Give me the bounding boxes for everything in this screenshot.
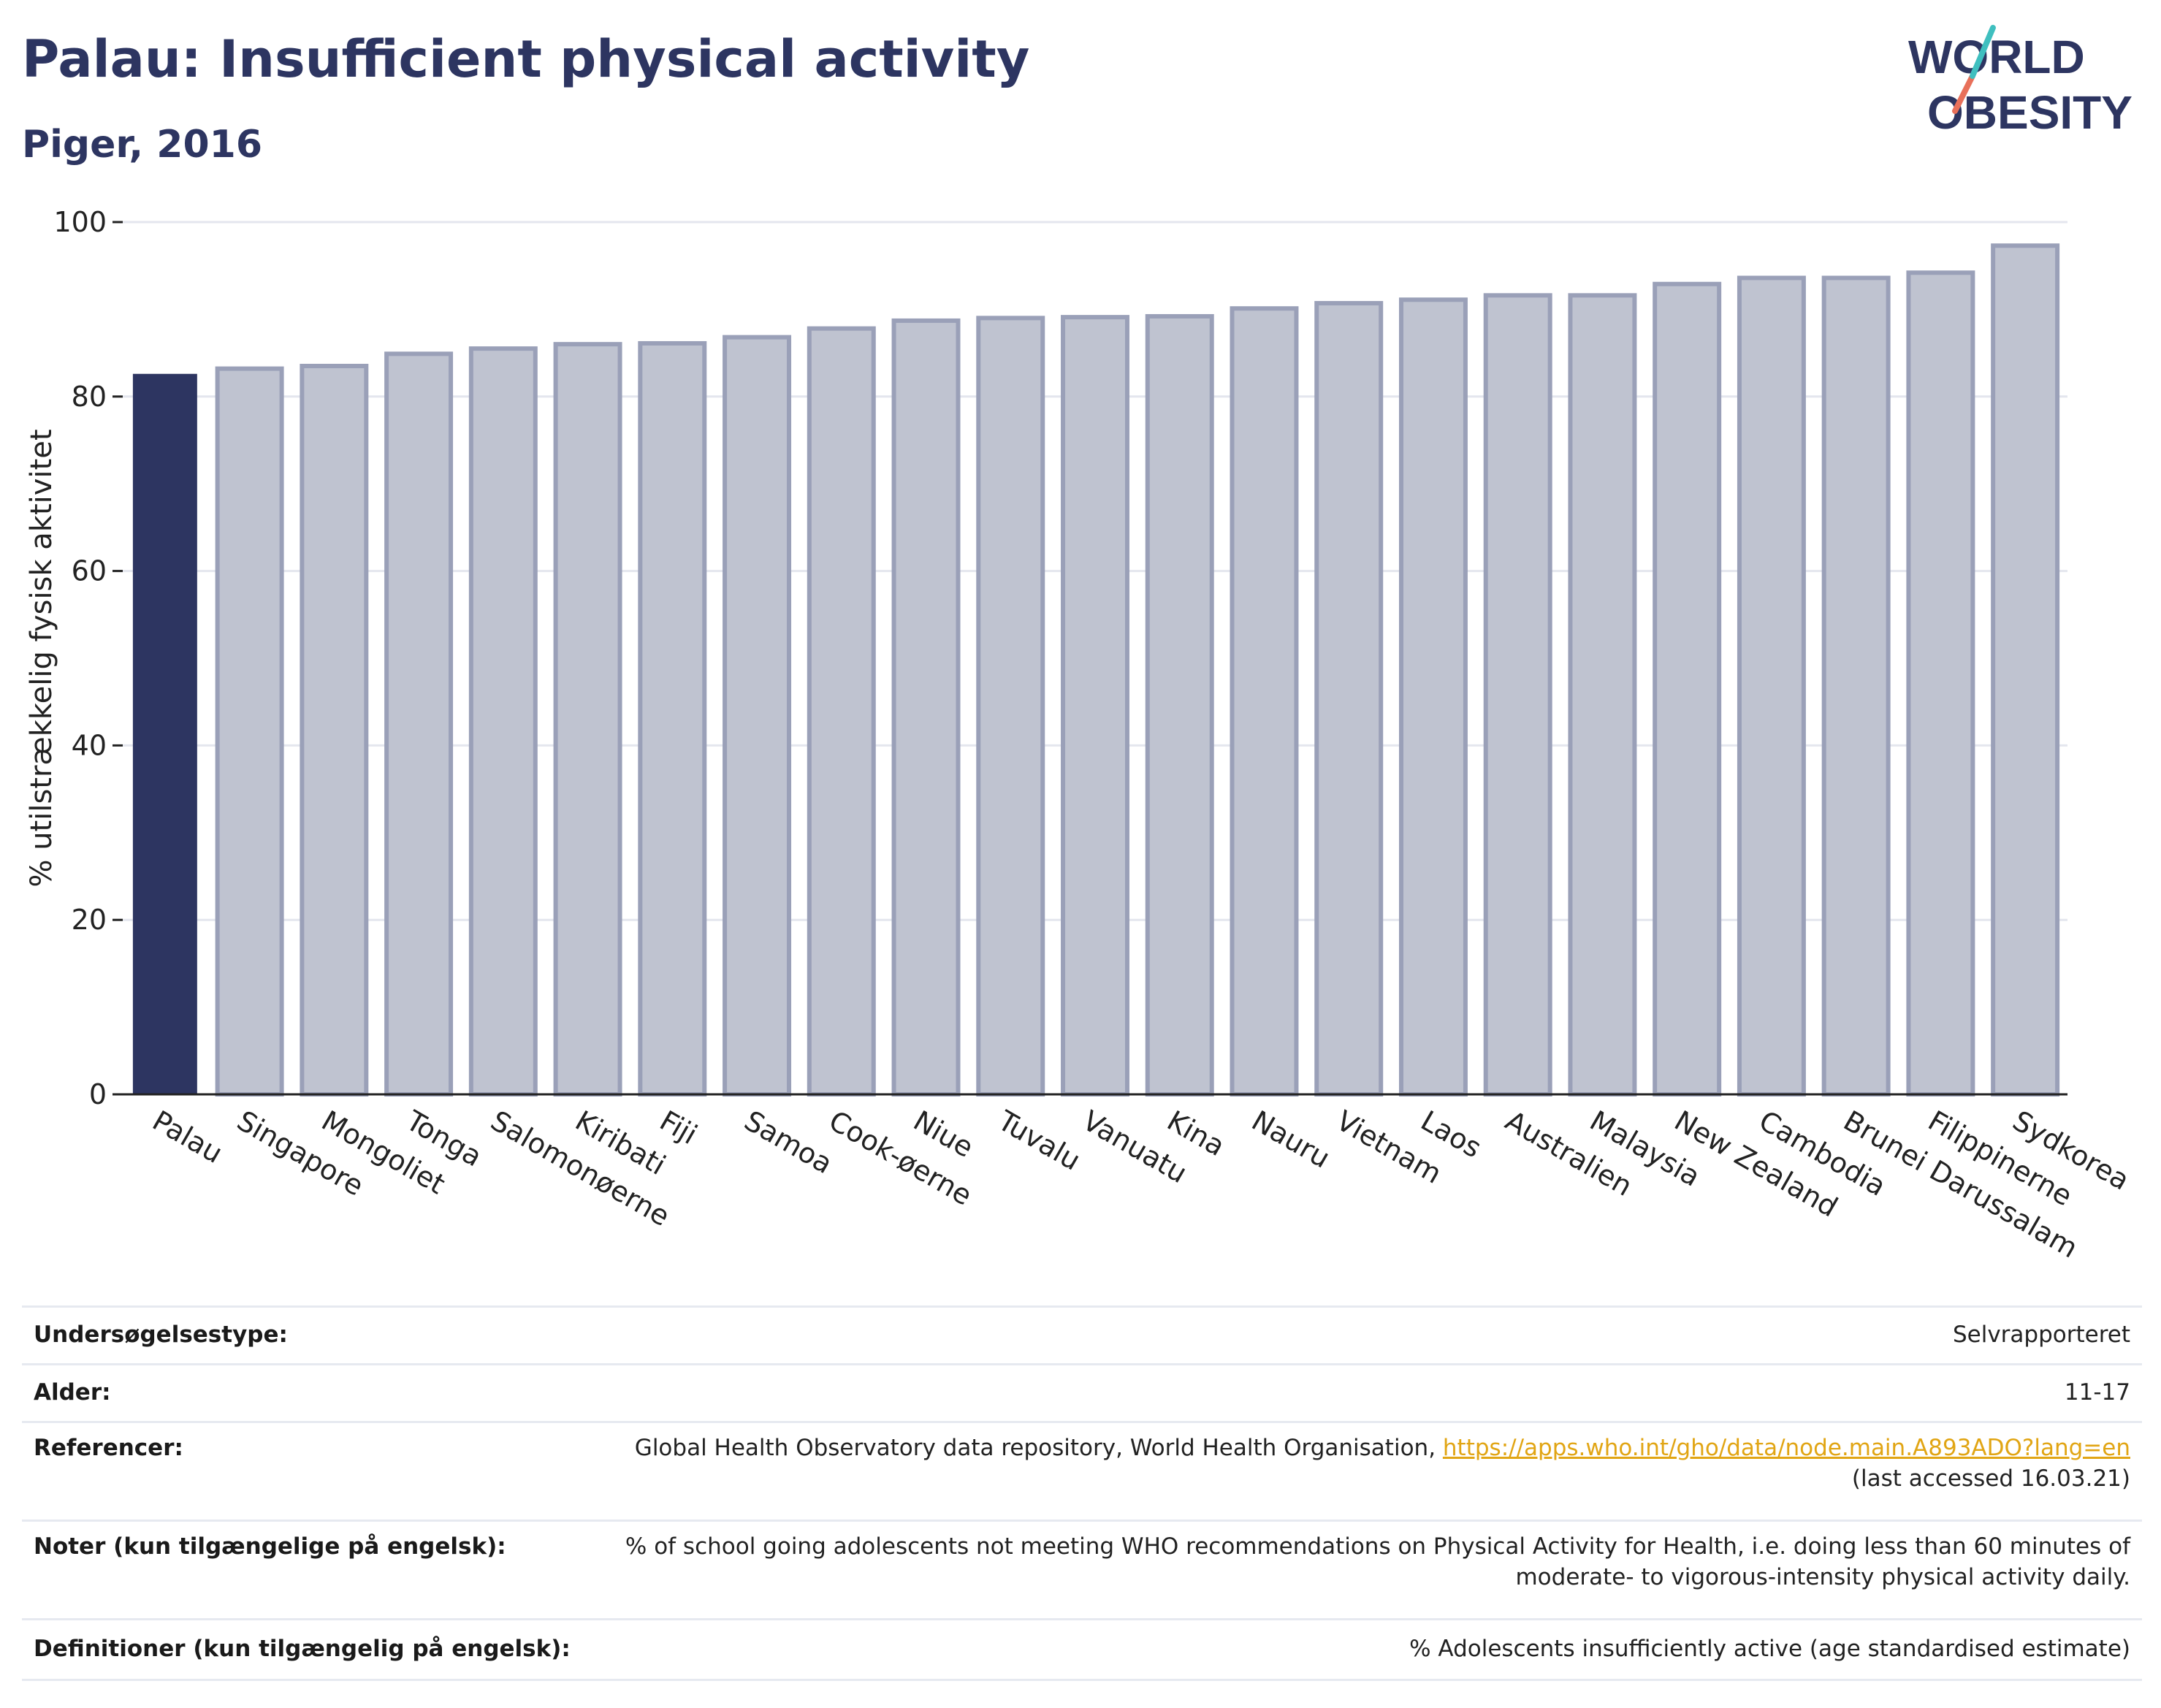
notes-value: % of school going adolescents not meetin… xyxy=(582,1520,2142,1620)
bar-samoa xyxy=(723,335,792,1097)
bar-salomonøerne xyxy=(468,346,538,1097)
logo-line2: OBESITY xyxy=(1927,86,2133,139)
survey-type-label: Undersøgelsestype: xyxy=(22,1305,582,1365)
bar-vanuatu xyxy=(1061,315,1129,1097)
bar-mongoliet xyxy=(300,364,369,1097)
bar-chart: 0 20 40 60 80 100 Palau SingaporeMongolietTong… xyxy=(25,206,2135,1265)
chart-subtitle: Piger, 2016 xyxy=(22,123,263,167)
y-tick-label: 100 xyxy=(53,206,107,238)
bar-niue xyxy=(891,318,961,1097)
bar-kiribati xyxy=(553,342,622,1097)
bar-tonga xyxy=(384,351,454,1097)
bar-malaysia xyxy=(1568,293,1637,1097)
info-row-survey-type: Undersøgelsestype: Selvrapporteret xyxy=(22,1305,2142,1365)
references-label: Referencer: xyxy=(22,1421,582,1522)
y-axis-label: % utilstrækkelig fysisk aktivitet xyxy=(25,429,58,887)
bar-laos xyxy=(1398,297,1468,1097)
bar-nauru xyxy=(1230,306,1299,1097)
bar-fiji xyxy=(638,340,707,1097)
age-value: 11-17 xyxy=(582,1363,2142,1423)
references-value: Global Health Observatory data repositor… xyxy=(582,1421,2142,1522)
info-table: Undersøgelsestype: Selvrapporteret Alder… xyxy=(22,1305,2142,1681)
definitions-label: Definitioner (kun tilgængelig på engelsk… xyxy=(22,1618,582,1681)
y-tick-label: 0 xyxy=(89,1078,107,1110)
bar-vietnam xyxy=(1314,301,1384,1097)
x-tick-label: Samoa xyxy=(739,1105,838,1181)
y-tick-label: 20 xyxy=(72,904,107,936)
x-tick-label: Nauru xyxy=(1246,1105,1335,1175)
world-obesity-logo: WORLD OBESITY xyxy=(1908,25,2133,139)
info-row-references: Referencer: Global Health Observatory da… xyxy=(22,1421,2142,1522)
y-tick-label: 60 xyxy=(72,555,107,587)
bar-australien xyxy=(1483,293,1552,1097)
bar-filippinerne xyxy=(1906,270,1975,1097)
logo-line1: WORLD xyxy=(1908,31,2085,83)
references-text: Global Health Observatory data repositor… xyxy=(634,1435,1443,1461)
bar-cook-øerne xyxy=(807,326,876,1097)
bar-palau xyxy=(132,373,197,1094)
bars xyxy=(132,243,2060,1097)
info-row-age: Alder: 11-17 xyxy=(22,1363,2142,1423)
bar-new-zealand xyxy=(1653,281,1722,1097)
x-tick-label: Tuvalu xyxy=(992,1104,1086,1177)
bar-brunei-darussalam xyxy=(1821,275,1891,1097)
bar-cambodia xyxy=(1737,275,1806,1097)
definitions-value: % Adolescents insufficiently active (age… xyxy=(582,1618,2142,1681)
bar-tuvalu xyxy=(976,316,1045,1097)
x-tick-label: Fiji xyxy=(655,1105,703,1151)
age-label: Alder: xyxy=(22,1363,582,1423)
references-link[interactable]: https://apps.who.int/gho/data/node.main.… xyxy=(1442,1435,2130,1461)
references-accessed: (last accessed 16.03.21) xyxy=(1851,1465,2130,1492)
bar-singapore xyxy=(215,366,284,1097)
y-tick-label: 40 xyxy=(72,729,107,761)
notes-label: Noter (kun tilgængelige på engelsk): xyxy=(22,1520,582,1620)
x-axis-labels: Palau SingaporeMongolietTongaSalomonøerne… xyxy=(147,1104,2135,1265)
notes-line1: % of school going adolescents not meetin… xyxy=(625,1533,2130,1560)
bar-kina xyxy=(1145,313,1214,1097)
y-axis-ticks: 0 20 40 60 80 100 xyxy=(53,206,123,1110)
y-tick-label: 80 xyxy=(72,381,107,413)
chart-title: Palau: Insufficient physical activity xyxy=(22,29,1030,89)
x-tick-label: Palau xyxy=(147,1105,228,1170)
info-row-notes: Noter (kun tilgængelige på engelsk): % o… xyxy=(22,1520,2142,1620)
survey-type-value: Selvrapporteret xyxy=(582,1305,2142,1365)
bar-sydkorea xyxy=(1991,243,2060,1097)
info-row-definitions: Definitioner (kun tilgængelig på engelsk… xyxy=(22,1618,2142,1681)
notes-line2: moderate- to vigorous-intensity physical… xyxy=(1515,1563,2130,1590)
